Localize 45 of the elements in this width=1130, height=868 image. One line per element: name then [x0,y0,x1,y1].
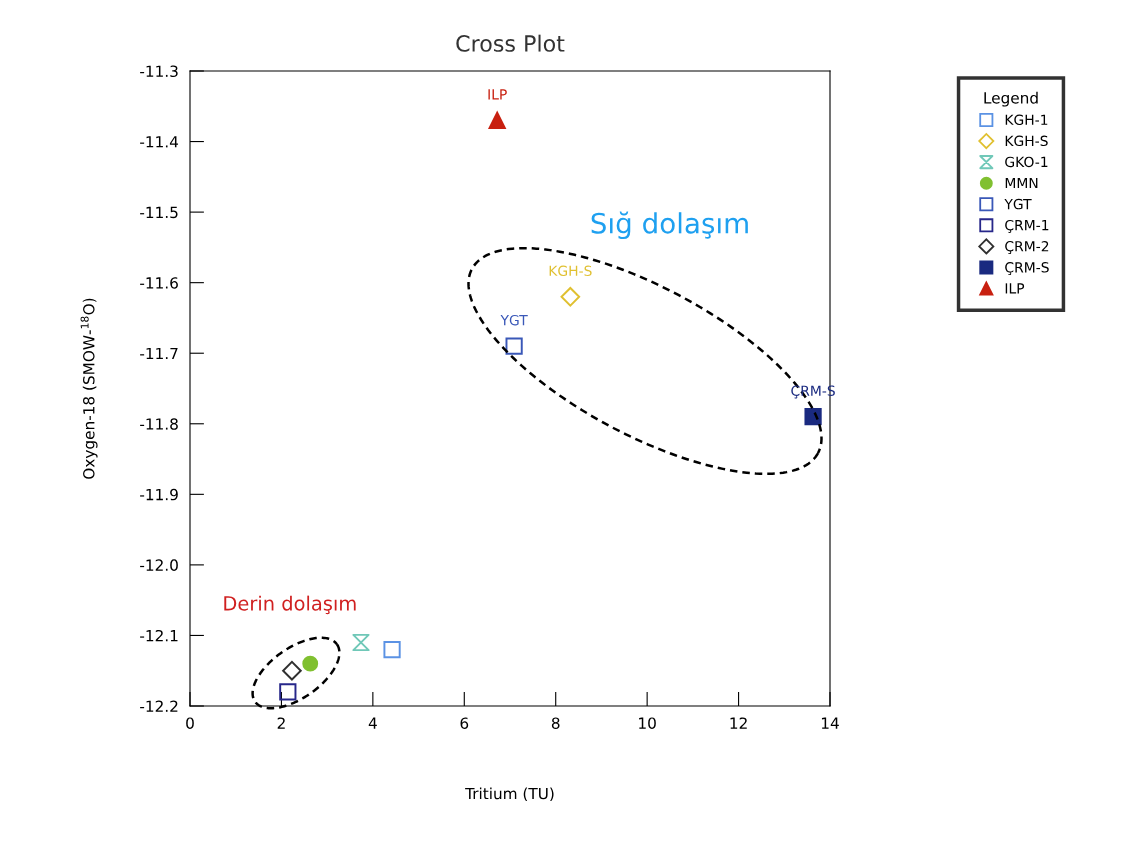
point [282,660,302,681]
point [383,640,401,659]
x-tick-label: 10 [639,717,656,729]
point [352,633,370,652]
y-tick-label: -12.1 [140,629,178,642]
annotation: Sığ dolaşım [591,211,748,240]
y-axis-title: Oxygen-18 (SMOW-$^{18}$O) [80,298,98,479]
data-label: YGT [500,314,528,326]
point [279,683,297,701]
point [302,655,319,672]
x-axis-title: Tritium (TU) [465,787,554,802]
x-tick-label: 14 [821,717,839,729]
x-tick-label: 6 [460,717,469,729]
y-tick-label: -11.5 [140,206,178,219]
data-label: ILP [488,89,507,100]
legend-label: YGT [1004,198,1032,210]
legend-label: ILP [1005,283,1025,294]
legend-title: Legend [984,91,1038,107]
x-tick-label: 12 [730,717,747,729]
y-tick-label: -11.9 [140,488,178,501]
annotation: Derin dolaşım [224,595,356,615]
point [560,286,581,307]
x-tick-label: 8 [551,717,560,729]
y-tick-label: -11.8 [140,418,178,430]
y-tick-label: -12.2 [140,700,178,712]
legend-label: ÇRM-S [1005,262,1049,276]
legend-label: KGH-S [1005,135,1048,147]
chart-title: Cross Plot [456,34,565,52]
legend-label: GKO-1 [1005,156,1048,168]
y-tick-label: -11.4 [140,136,179,148]
x-tick-label: 4 [368,717,377,729]
legend-label: ÇRM-1 [1005,219,1049,233]
y-tick-label: -11.3 [140,65,178,78]
point [804,408,822,426]
legend-label: MMN [1005,177,1038,189]
point [488,111,506,129]
y-tick-label: -12.0 [140,559,178,571]
x-tick-label: 2 [277,717,285,729]
data-label: KGH-S [549,265,592,277]
legend-label: KGH-1 [1005,114,1048,126]
y-tick-label: -11.7 [140,347,178,360]
x-tick-label: 0 [186,717,194,729]
y-tick-label: -11.6 [140,277,178,289]
legend-label: ÇRM-2 [1005,240,1049,254]
point [505,337,523,355]
